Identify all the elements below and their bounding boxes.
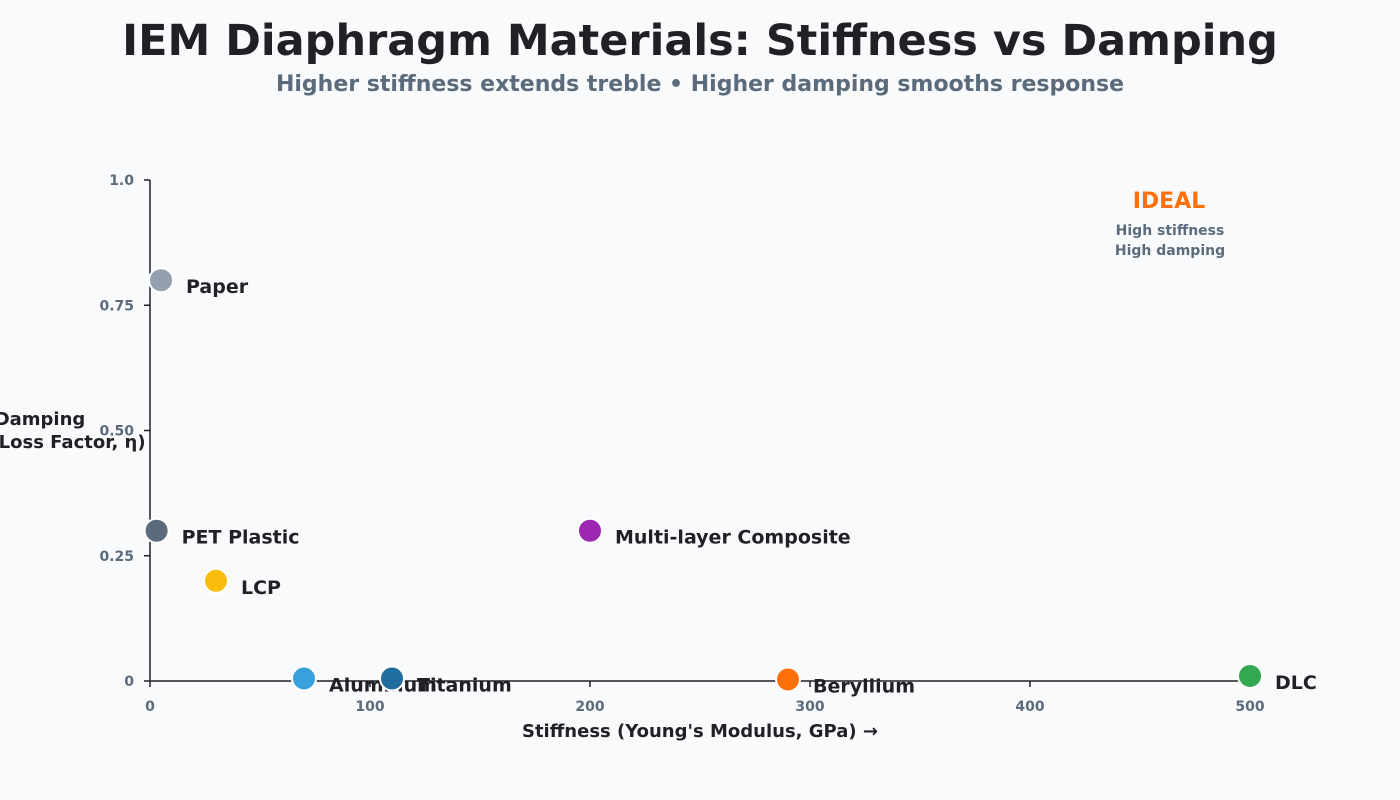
data-point[interactable] (148, 267, 174, 294)
ideal-annotation: IDEAL High stiffness High damping (1115, 189, 1225, 259)
data-point[interactable] (577, 517, 603, 544)
chart-title: IEM Diaphragm Materials: Stiffness vs Da… (122, 16, 1278, 66)
data-point-label: PET Plastic (182, 527, 300, 549)
data-point[interactable] (775, 666, 801, 693)
x-tick-label: 300 (795, 699, 824, 715)
data-point[interactable] (203, 567, 229, 594)
x-axis-title: Stiffness (Young's Modulus, GPa) → (522, 721, 878, 742)
x-tick-label: 100 (355, 699, 384, 715)
ideal-annotation-line-1: High stiffness (1116, 223, 1225, 239)
y-tick-label: 0.75 (99, 298, 134, 314)
x-tick-label: 500 (1235, 699, 1264, 715)
x-tick-label: 200 (575, 699, 604, 715)
data-point-label: Beryllium (813, 675, 915, 697)
y-tick-label: 0 (124, 674, 134, 690)
y-axis-title-line-1: Damping (0, 409, 85, 430)
y-tick-label: 0.50 (99, 424, 134, 440)
chart-subtitle: Higher stiffness extends treble • Higher… (275, 72, 1125, 97)
y-axis-title-line-2: (Loss Factor, η) (0, 432, 146, 453)
y-tick-label: 0.25 (99, 549, 134, 565)
ideal-annotation-line-2: High damping (1115, 243, 1225, 259)
data-point-label: DLC (1275, 672, 1317, 694)
data-point[interactable] (291, 665, 317, 692)
y-tick-label: 1.0 (109, 173, 134, 189)
data-point-label: Titanium (417, 674, 512, 696)
data-point[interactable] (379, 665, 405, 692)
data-point-label: Paper (186, 276, 249, 298)
x-tick-label: 400 (1015, 699, 1044, 715)
data-point[interactable] (1237, 662, 1263, 689)
data-point-label: LCP (241, 577, 281, 599)
data-point-label: Multi-layer Composite (615, 527, 851, 549)
x-tick-label: 0 (145, 699, 155, 715)
ideal-annotation-title: IDEAL (1133, 189, 1206, 214)
data-point[interactable] (143, 517, 170, 544)
